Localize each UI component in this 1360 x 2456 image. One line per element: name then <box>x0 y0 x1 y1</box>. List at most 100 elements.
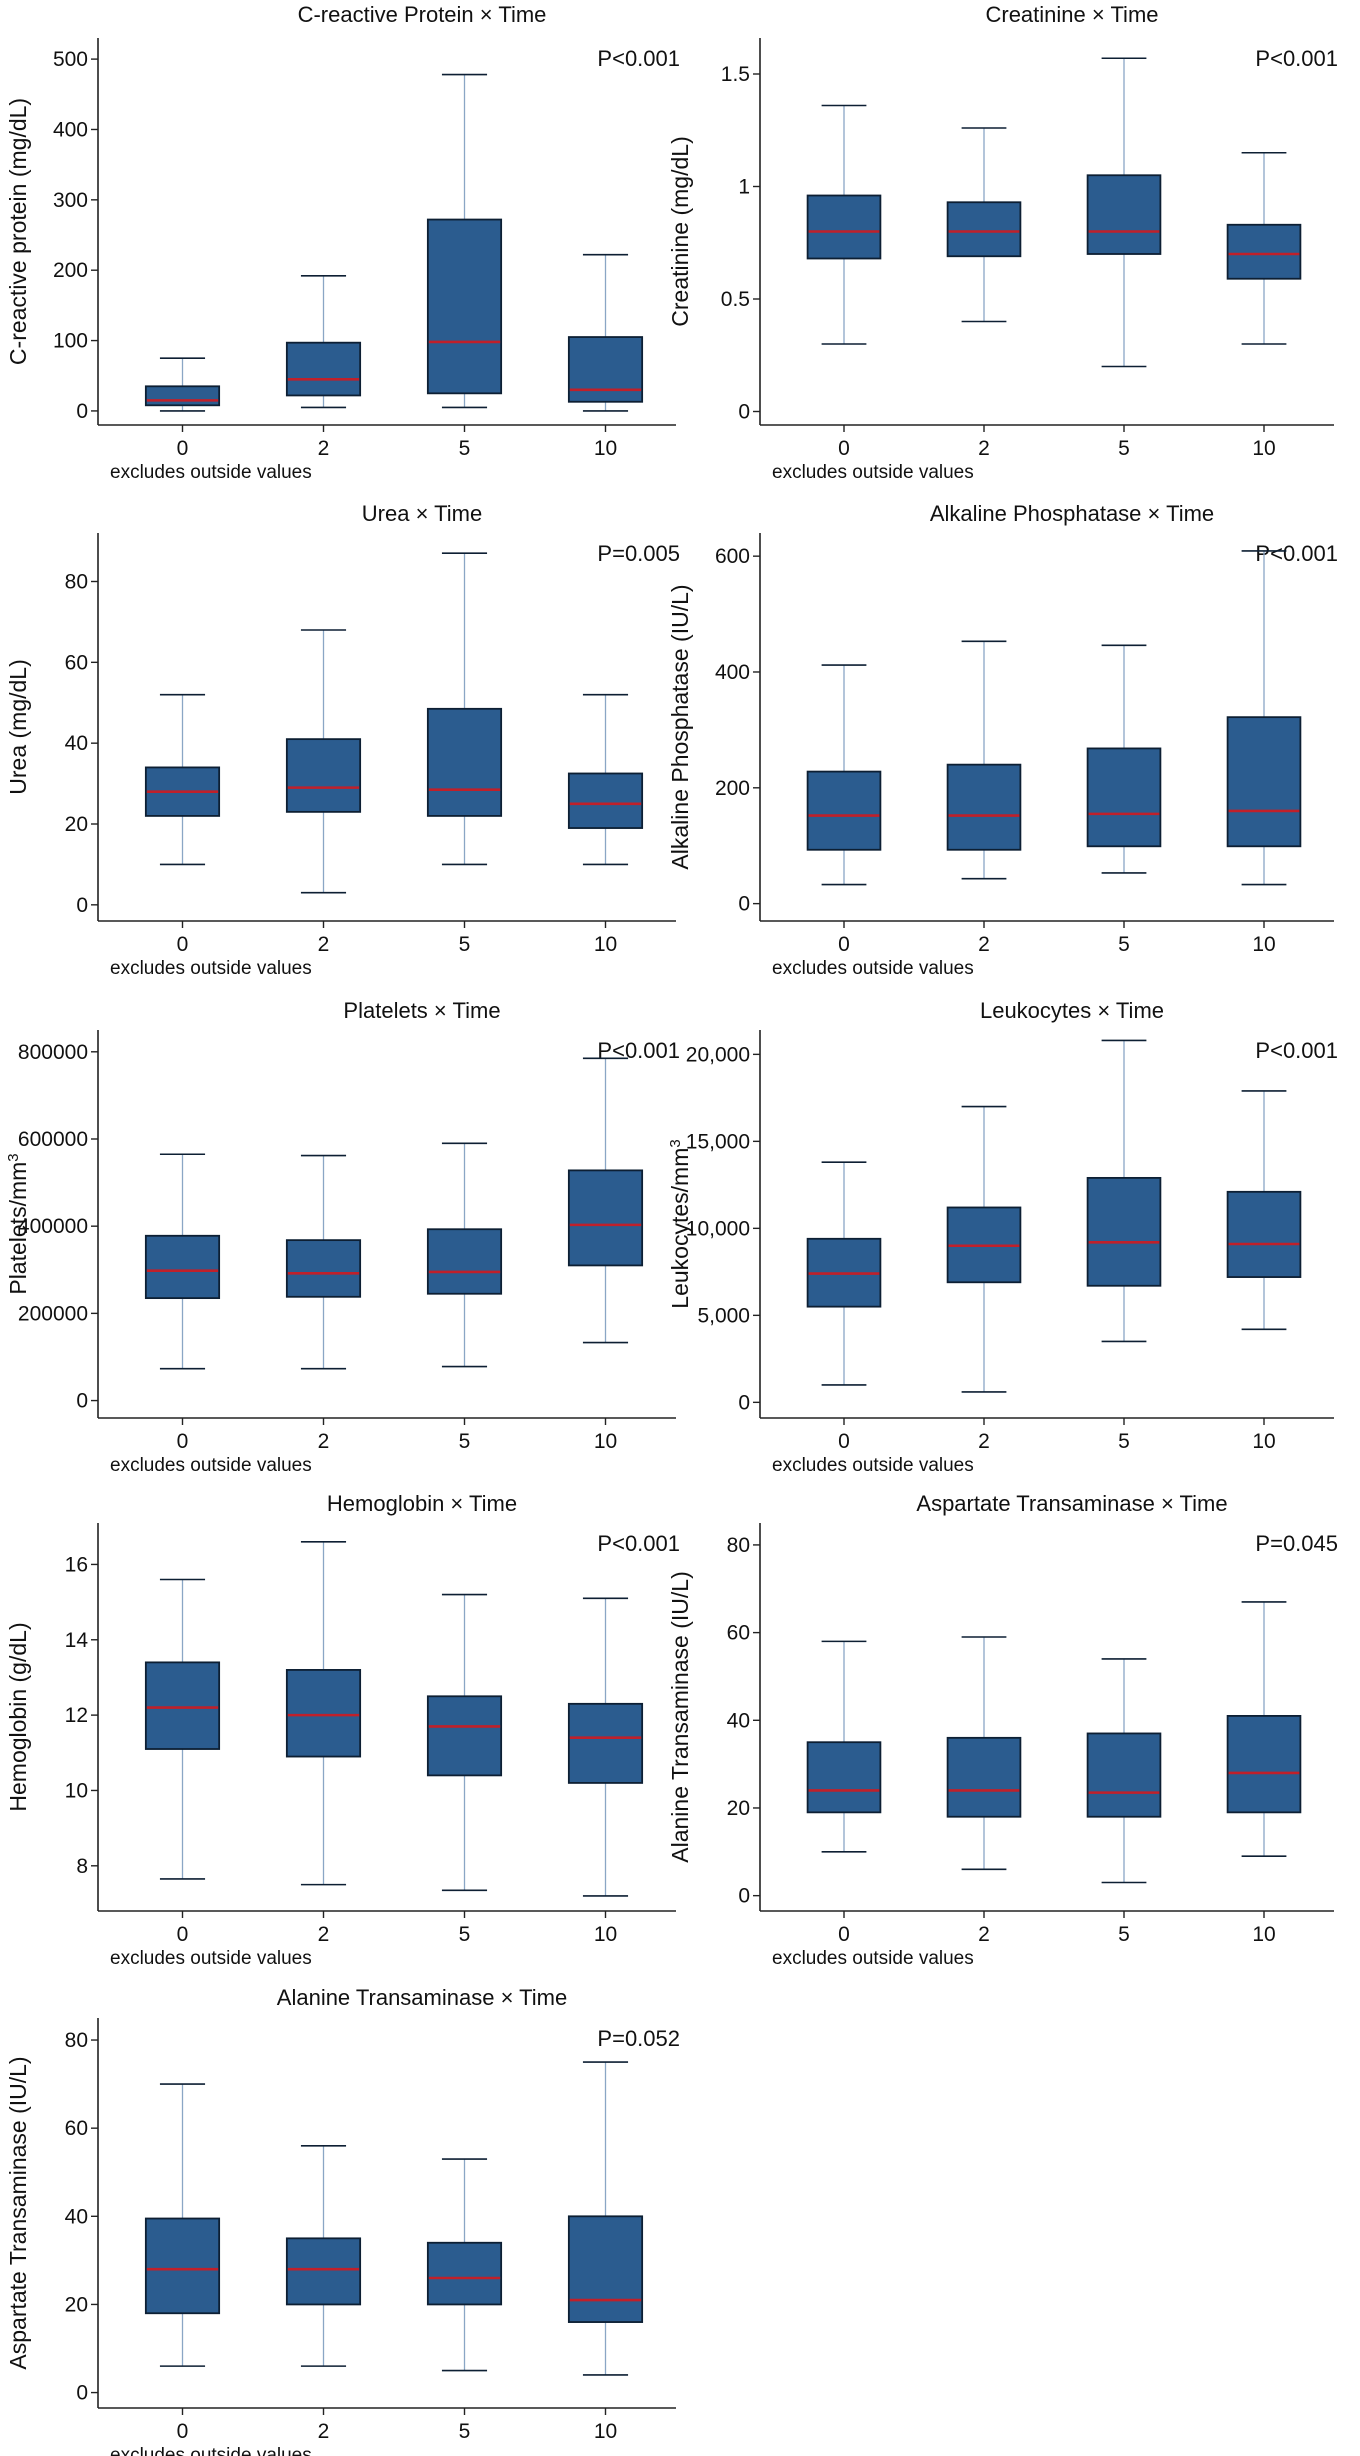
x-tick-label: 2 <box>318 1923 330 1946</box>
y-tick-label: 0 <box>76 400 88 423</box>
y-tick-label: 12 <box>65 1704 88 1727</box>
x-tick-label: 5 <box>1118 933 1130 956</box>
box-10 <box>569 2062 642 2375</box>
y-tick-label: 80 <box>65 2029 88 2052</box>
chart-title: Alanine Transaminase × Time <box>277 1985 567 2010</box>
y-tick-label: 20 <box>727 1797 750 1820</box>
y-tick-label: 0 <box>738 1885 750 1908</box>
y-tick-label: 800000 <box>18 1041 88 1064</box>
y-tick-label: 60 <box>65 651 88 674</box>
x-tick-label: 2 <box>318 1430 330 1453</box>
box-5 <box>1088 58 1161 366</box>
p-value-label: P=0.005 <box>597 541 680 566</box>
iqr-box <box>1228 225 1301 279</box>
box-2 <box>287 1542 360 1885</box>
iqr-box <box>428 1696 501 1775</box>
box-0 <box>808 1162 881 1385</box>
chart-panel: Platelets × Time P<0.001 0 200000 400000 6000… <box>5 998 680 1476</box>
x-tick-label: 2 <box>318 2420 330 2443</box>
y-tick-label: 600000 <box>18 1128 88 1151</box>
x-tick-label: 2 <box>318 437 330 460</box>
x-tick-label: 5 <box>1118 1923 1130 1946</box>
x-tick-label: 5 <box>459 933 471 956</box>
box-5 <box>428 75 501 408</box>
x-tick-label: 5 <box>459 437 471 460</box>
y-tick-label: 0 <box>76 1390 88 1413</box>
outside-values-note: excludes outside values <box>772 958 974 979</box>
y-axis-label: C-reactive protein (mg/dL) <box>5 98 31 365</box>
p-value-label: P<0.001 <box>1255 46 1338 71</box>
y-tick-label: 1.5 <box>721 63 750 86</box>
iqr-box <box>428 1229 501 1294</box>
iqr-box <box>808 1742 881 1812</box>
x-tick-label: 2 <box>978 1430 990 1453</box>
y-tick-label: 80 <box>65 571 88 594</box>
iqr-box <box>569 773 642 828</box>
x-tick-label: 10 <box>594 1923 617 1946</box>
chart-title: Leukocytes × Time <box>980 998 1164 1023</box>
x-tick-label: 2 <box>978 1923 990 1946</box>
iqr-box <box>146 2219 219 2314</box>
x-tick-label: 10 <box>1252 1923 1275 1946</box>
y-tick-label: 80 <box>727 1534 750 1557</box>
x-tick-label: 10 <box>594 2420 617 2443</box>
box-10 <box>569 1598 642 1896</box>
p-value-label: P=0.045 <box>1255 1531 1338 1556</box>
box-0 <box>808 665 881 884</box>
y-tick-label: 200 <box>715 777 750 800</box>
outside-values-note: excludes outside values <box>110 1455 312 1476</box>
y-tick-label: 60 <box>65 2117 88 2140</box>
box-2 <box>287 2146 360 2366</box>
iqr-box <box>1228 1716 1301 1812</box>
x-tick-label: 10 <box>594 437 617 460</box>
box-5 <box>428 553 501 864</box>
iqr-box <box>569 2216 642 2322</box>
box-10 <box>1228 1091 1301 1329</box>
y-tick-label: 20 <box>65 813 88 836</box>
outside-values-note: excludes outside values <box>110 462 312 483</box>
outside-values-note: excludes outside values <box>772 1948 974 1969</box>
x-tick-label: 0 <box>838 1430 850 1453</box>
iqr-box <box>948 1738 1021 1817</box>
iqr-box <box>428 220 501 394</box>
y-tick-label: 500 <box>53 48 88 71</box>
outside-values-note: excludes outside values <box>110 1948 312 1969</box>
figure: C-reactive Protein × Time P<0.001 0 100 200 3… <box>0 0 1360 2456</box>
x-tick-label: 10 <box>594 933 617 956</box>
iqr-box <box>146 1236 219 1298</box>
box-5 <box>428 2159 501 2371</box>
boxplot-figure: C-reactive Protein × TimeP<0.00101002003… <box>0 0 1360 2456</box>
y-tick-label: 300 <box>53 189 88 212</box>
box-10 <box>1228 153 1301 344</box>
x-tick-label: 0 <box>177 933 189 956</box>
y-axis-label: Urea (mg/dL) <box>5 659 31 794</box>
y-axis-label: Platelets/mm3 <box>5 1153 31 1294</box>
p-value-label: P<0.001 <box>1255 541 1338 566</box>
x-tick-label: 10 <box>1252 1430 1275 1453</box>
chart-title: Alkaline Phosphatase × Time <box>930 501 1214 526</box>
x-tick-label: 0 <box>177 1430 189 1453</box>
box-0 <box>146 2084 219 2366</box>
x-tick-label: 0 <box>838 933 850 956</box>
p-value-label: P<0.001 <box>1255 1038 1338 1063</box>
x-tick-label: 0 <box>838 437 850 460</box>
x-tick-label: 10 <box>594 1430 617 1453</box>
iqr-box <box>287 2238 360 2304</box>
x-tick-label: 0 <box>177 437 189 460</box>
box-0 <box>808 106 881 345</box>
x-tick-label: 2 <box>978 437 990 460</box>
p-value-label: P=0.052 <box>597 2026 680 2051</box>
box-10 <box>569 1058 642 1342</box>
iqr-box <box>569 1704 642 1783</box>
y-tick-label: 0 <box>738 1391 750 1414</box>
y-axis-label: Aspartate Transaminase (IU/L) <box>5 2056 31 2369</box>
iqr-box <box>808 196 881 259</box>
x-tick-label: 5 <box>1118 437 1130 460</box>
chart-panel: Hemoglobin × Time P<0.001 8 10 12 14 16 Hemoglo… <box>5 1491 680 1969</box>
iqr-box <box>569 337 642 402</box>
box-5 <box>428 1143 501 1366</box>
box-5 <box>428 1595 501 1891</box>
iqr-box <box>948 765 1021 850</box>
box-2 <box>287 276 360 408</box>
chart-title: Hemoglobin × Time <box>327 1491 517 1516</box>
